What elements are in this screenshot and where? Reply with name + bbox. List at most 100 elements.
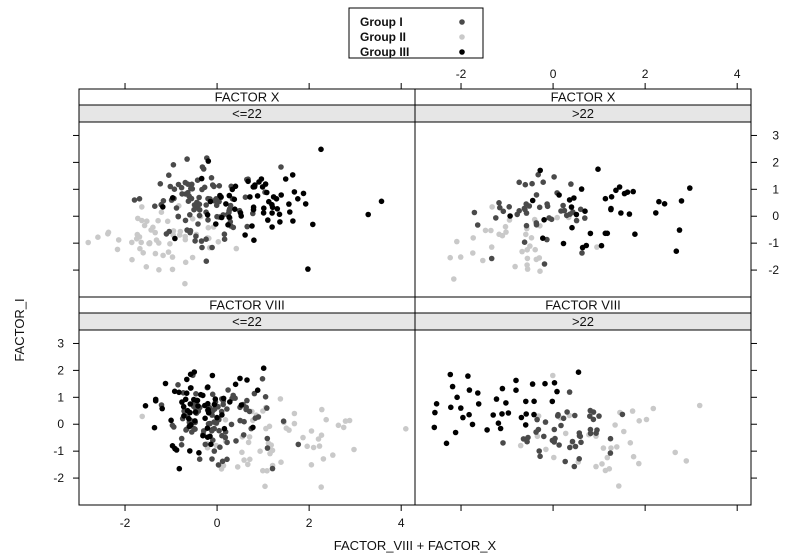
- data-point: [569, 224, 575, 231]
- data-point: [499, 385, 506, 392]
- data-point: [458, 405, 464, 411]
- data-point: [135, 215, 141, 222]
- data-point: [523, 231, 529, 238]
- data-point: [537, 453, 543, 460]
- data-point: [187, 385, 194, 391]
- data-point: [261, 205, 267, 211]
- data-point: [211, 448, 218, 454]
- data-point: [433, 401, 440, 407]
- data-point: [593, 463, 599, 470]
- data-point: [158, 209, 165, 215]
- y-tick-label: 1: [772, 182, 779, 196]
- data-point: [608, 205, 614, 212]
- data-point: [204, 425, 211, 432]
- data-point: [578, 186, 585, 192]
- data-point: [499, 411, 505, 417]
- data-point: [604, 454, 611, 461]
- data-point: [167, 241, 173, 247]
- data-point: [447, 371, 454, 378]
- data-point: [542, 380, 548, 387]
- data-point: [493, 396, 500, 402]
- data-point: [295, 441, 302, 448]
- data-point: [205, 384, 211, 390]
- data-point: [241, 457, 247, 463]
- data-point: [543, 446, 549, 453]
- data-point: [193, 397, 200, 404]
- data-point: [524, 262, 530, 268]
- data-point: [523, 398, 529, 405]
- data-point: [534, 433, 541, 440]
- data-point: [241, 418, 247, 425]
- data-point: [217, 192, 223, 199]
- panel-frame: [414, 329, 752, 506]
- data-point: [218, 214, 225, 221]
- data-point: [169, 443, 176, 449]
- data-point: [579, 244, 586, 251]
- data-point: [172, 235, 178, 242]
- data-point: [582, 208, 588, 214]
- data-point: [138, 239, 144, 246]
- data-point: [351, 446, 357, 453]
- data-point: [523, 411, 529, 417]
- data-point: [304, 443, 311, 450]
- data-point: [613, 187, 619, 194]
- data-point: [232, 381, 239, 388]
- data-point: [529, 180, 535, 187]
- data-point: [137, 245, 143, 252]
- data-point: [560, 202, 566, 209]
- data-point: [198, 175, 205, 182]
- data-point: [577, 433, 584, 440]
- data-point: [449, 383, 456, 390]
- data-point: [454, 238, 460, 245]
- data-point: [525, 434, 531, 441]
- data-point: [244, 223, 250, 230]
- data-point: [566, 197, 573, 203]
- data-point: [527, 243, 533, 249]
- data-point: [470, 235, 477, 241]
- data-point: [249, 223, 255, 229]
- data-point: [318, 484, 325, 490]
- data-point: [598, 242, 605, 249]
- data-point: [169, 266, 176, 273]
- data-point: [575, 369, 582, 376]
- data-point: [246, 434, 253, 440]
- panel: FACTOR X>22: [414, 88, 752, 298]
- data-point: [460, 414, 466, 421]
- data-point: [245, 439, 252, 446]
- data-point: [534, 416, 540, 423]
- data-point: [216, 183, 223, 189]
- data-point: [551, 174, 557, 180]
- data-point: [209, 456, 215, 462]
- data-point: [571, 463, 578, 470]
- data-point: [596, 413, 602, 419]
- data-point: [316, 443, 323, 449]
- data-point: [214, 213, 220, 220]
- data-point: [506, 204, 512, 210]
- data-point: [497, 204, 503, 211]
- data-point: [155, 217, 161, 224]
- data-point: [523, 210, 530, 216]
- data-point: [308, 462, 315, 468]
- data-point: [273, 196, 280, 202]
- data-point: [237, 375, 243, 382]
- data-point: [656, 198, 662, 205]
- data-point: [595, 166, 601, 172]
- data-point: [244, 397, 250, 404]
- y-tick-label: 3: [57, 336, 64, 350]
- data-point: [191, 202, 198, 208]
- data-point: [146, 240, 152, 247]
- data-point: [602, 195, 609, 202]
- data-point: [225, 222, 231, 228]
- data-point: [683, 458, 690, 464]
- data-point: [228, 421, 235, 428]
- data-point: [129, 239, 135, 246]
- data-point: [219, 412, 225, 418]
- data-point: [182, 233, 188, 240]
- data-point: [594, 427, 600, 433]
- legend-marker: [459, 34, 465, 40]
- data-point: [238, 402, 245, 408]
- data-point: [192, 409, 199, 415]
- data-point: [470, 250, 476, 256]
- data-point: [519, 248, 525, 255]
- data-point: [291, 189, 298, 195]
